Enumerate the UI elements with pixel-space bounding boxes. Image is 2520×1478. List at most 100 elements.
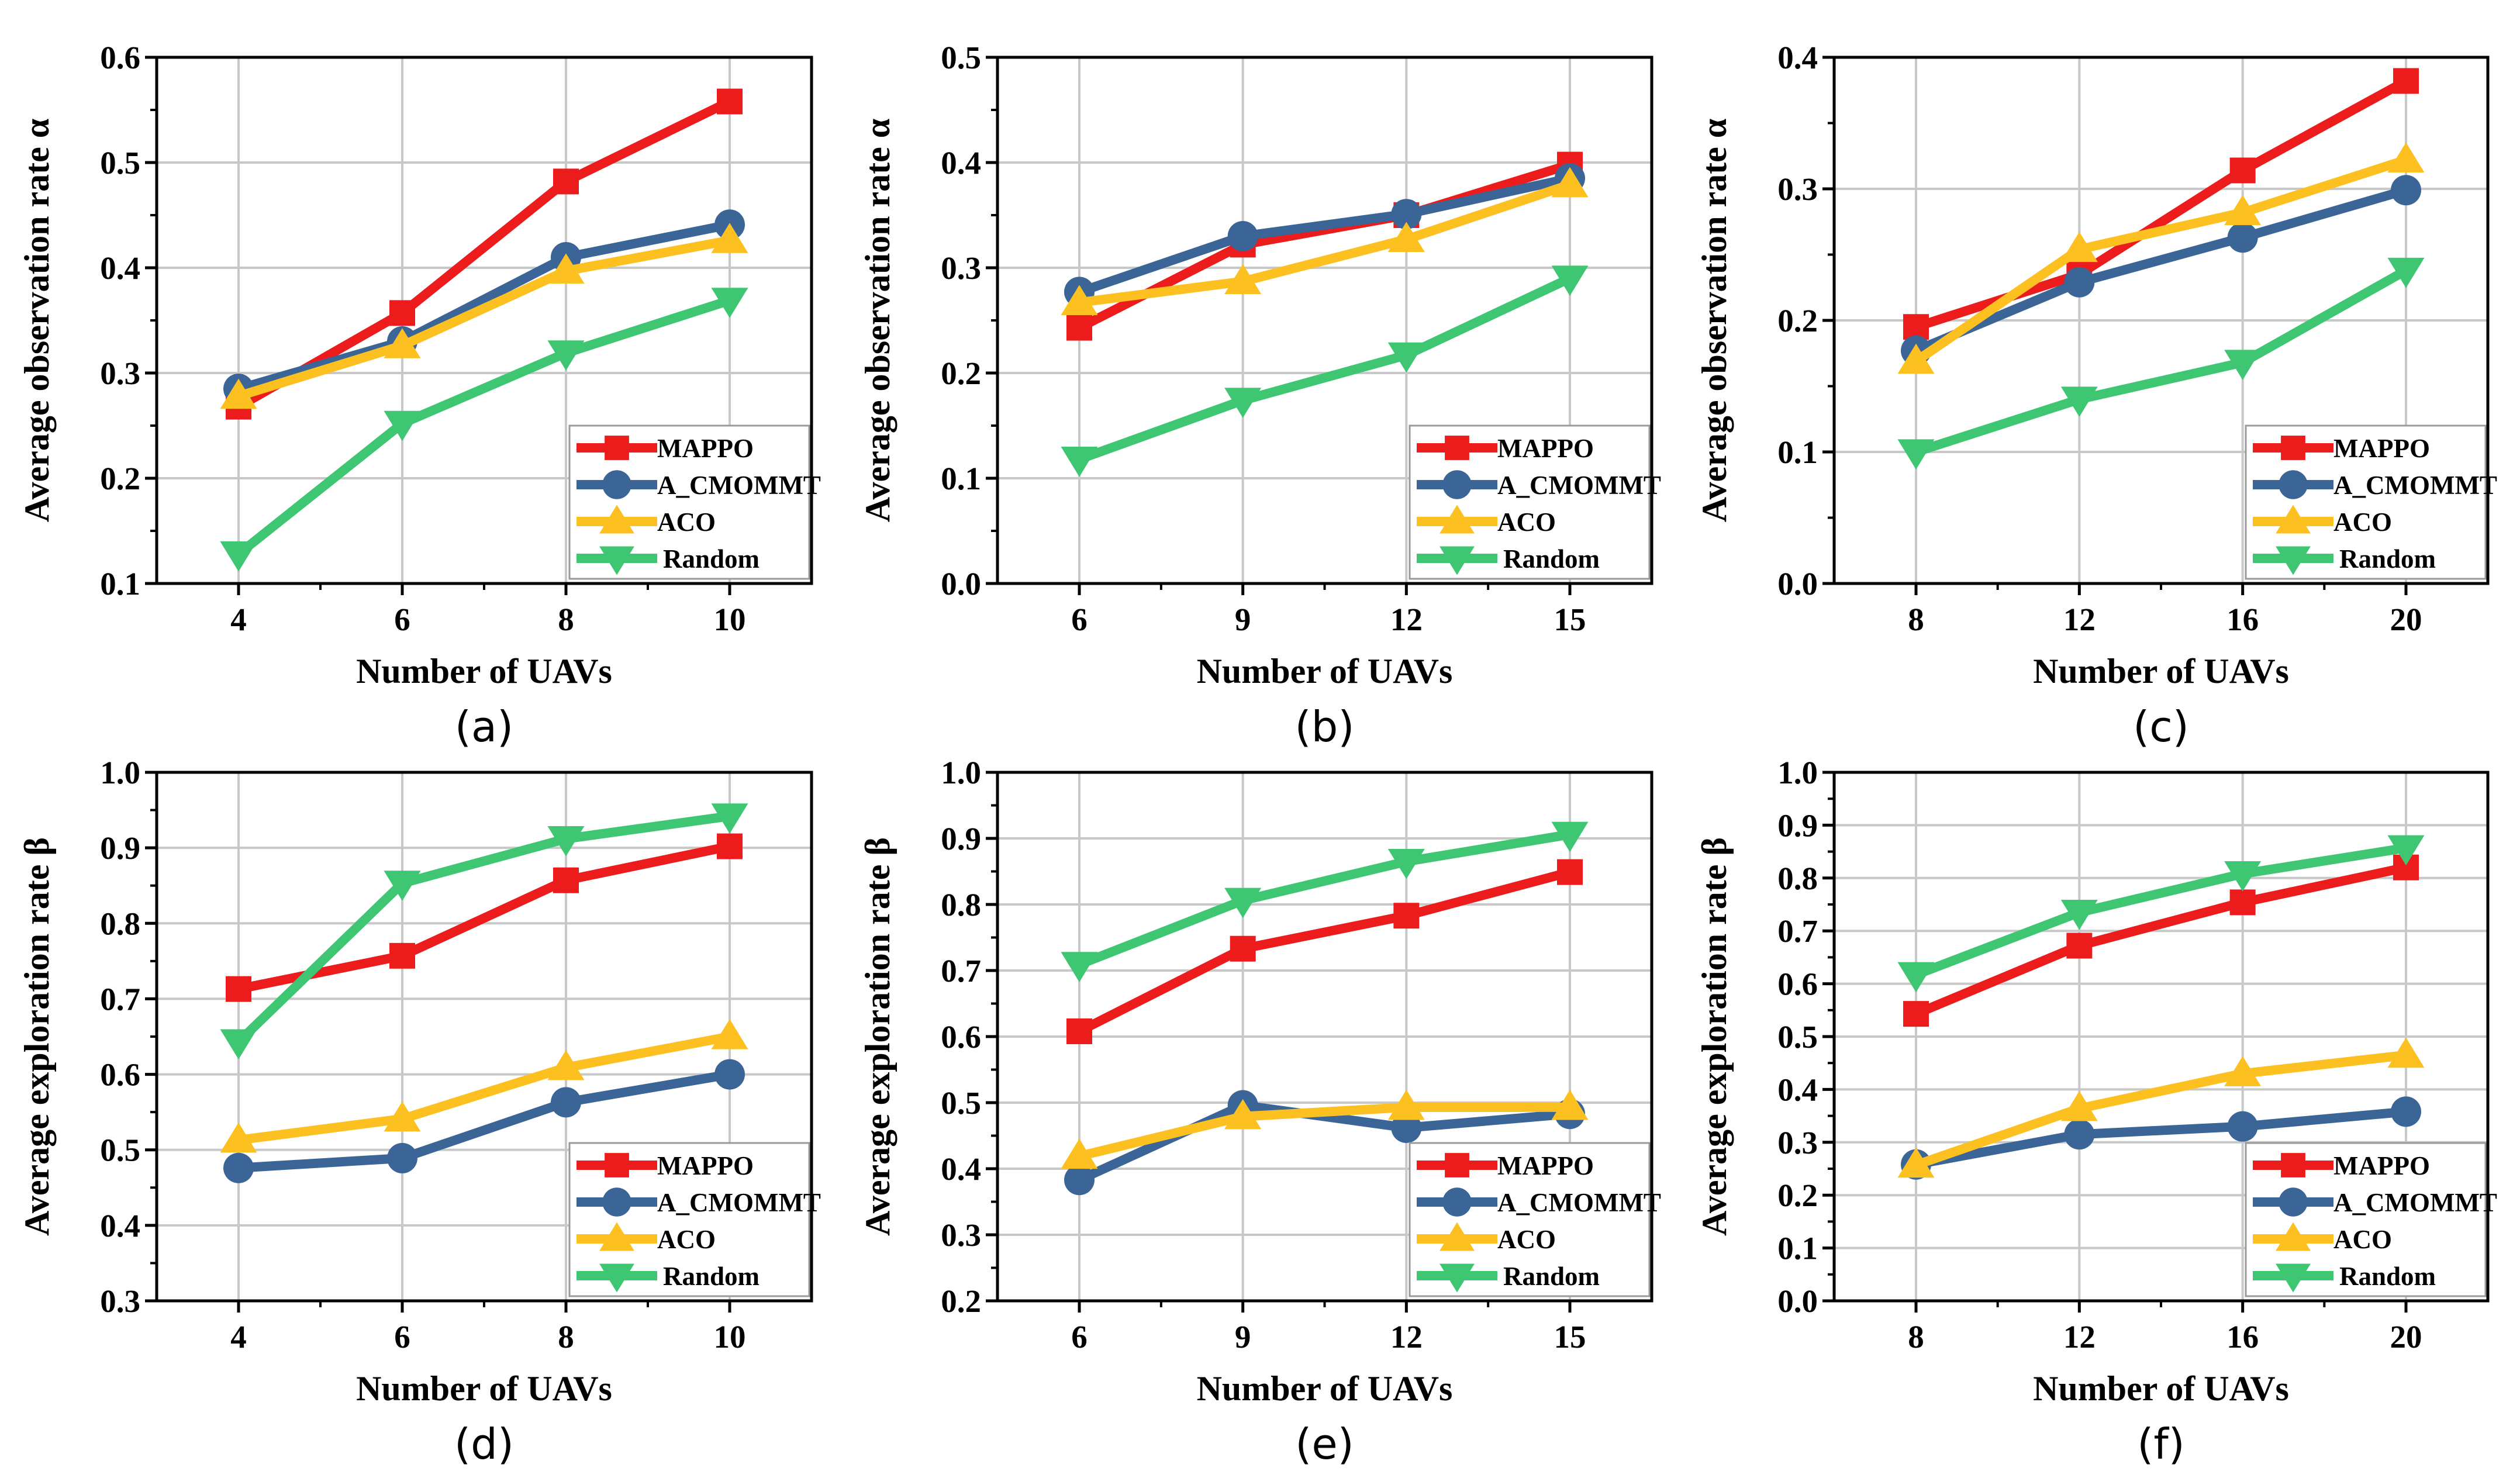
x-tick-label: 12 <box>1390 1319 1423 1355</box>
y-axis-label: Average exploration rate β <box>18 837 56 1236</box>
legend-item: A_CMOMMT <box>577 470 821 500</box>
legend-marker <box>602 1187 631 1217</box>
chart-panel-b: 0.0 0.1 0.2 0.3 0.4 0.5 6 9 12 15 Number of UAVs Av… <box>858 40 1661 751</box>
legend-label: Random <box>1503 1262 1600 1291</box>
data-point <box>2060 1090 2098 1121</box>
data-point <box>1064 1165 1095 1196</box>
data-point <box>1557 859 1583 885</box>
y-axis-label: Average observation rate α <box>1695 119 1734 523</box>
data-point <box>553 168 579 195</box>
x-tick-label: 15 <box>1554 602 1586 637</box>
y-tick-label: 1.0 <box>100 755 140 790</box>
series-line <box>236 296 731 558</box>
y-tick-label: 0.0 <box>1777 1283 1818 1319</box>
legend-marker <box>2276 505 2311 534</box>
legend-marker <box>2276 1222 2311 1251</box>
series-line <box>237 841 731 994</box>
legend-item: MAPPO <box>577 1151 754 1180</box>
series-line <box>1078 180 1572 308</box>
y-tick-label: 1.0 <box>941 755 981 790</box>
data-point <box>1391 1112 1422 1143</box>
x-axis-label: Number of UAVs <box>2033 1369 2289 1408</box>
series-aco <box>220 1019 748 1153</box>
series-line <box>237 1032 731 1145</box>
data-point <box>553 867 579 893</box>
legend-marker <box>1439 1263 1475 1293</box>
panel-label: (b) <box>1295 702 1355 751</box>
legend-item: A_CMOMMT <box>577 1187 821 1217</box>
series-random <box>1897 835 2425 993</box>
data-point <box>717 88 743 115</box>
chart-panel-a: 0.1 0.2 0.3 0.4 0.5 0.6 4 6 8 10 Number of UAVs Ave… <box>18 40 821 751</box>
series-line <box>1915 1107 2407 1169</box>
x-tick-label: 8 <box>1908 602 1924 637</box>
data-point <box>2224 861 2262 892</box>
y-tick-label: 0.7 <box>1777 913 1818 949</box>
data-point <box>2229 889 2256 916</box>
legend-item: Random <box>577 1262 760 1293</box>
y-tick-label: 0.6 <box>100 1057 140 1093</box>
legend-label: MAPPO <box>2333 434 2430 463</box>
series-line <box>236 97 732 411</box>
data-point <box>384 328 421 358</box>
legend-marker <box>599 1263 634 1293</box>
data-point <box>2387 835 2425 866</box>
data-point <box>1897 343 1935 374</box>
data-point <box>2391 175 2421 206</box>
legend-item: ACO <box>577 505 716 537</box>
x-tick-label: 6 <box>1071 1319 1088 1355</box>
data-point <box>711 1019 748 1049</box>
x-tick-label: 15 <box>1554 1319 1586 1355</box>
y-tick-label: 0.3 <box>100 355 140 391</box>
legend-label: Random <box>2339 1262 2436 1291</box>
chart-panel-c: 0.0 0.1 0.2 0.3 0.4 8 12 16 20 Number of UAVs Aver… <box>1695 40 2497 751</box>
legend-label: A_CMOMMT <box>1497 1188 1661 1217</box>
series-aco <box>220 223 748 409</box>
data-point <box>2224 350 2262 380</box>
y-tick-label: 0.5 <box>941 40 981 75</box>
x-tick-label: 16 <box>2226 1319 2259 1355</box>
y-tick-label: 0.4 <box>941 1151 981 1187</box>
legend: MAPPO A_CMOMMT ACO Random <box>1409 1142 1661 1297</box>
x-tick-label: 8 <box>558 602 574 637</box>
data-point <box>551 1087 581 1118</box>
legend-label: MAPPO <box>2333 1151 2430 1180</box>
legend-marker <box>1445 1153 1469 1177</box>
chart-panel-d: 0.3 0.4 0.5 0.6 0.7 0.8 0.9 1.0 4 6 8 10 Number of U… <box>18 755 821 1469</box>
series-line <box>1914 77 2408 331</box>
y-tick-label: 0.8 <box>1777 861 1818 896</box>
series-line <box>1077 867 1572 1036</box>
legend-item: ACO <box>1417 1222 1556 1254</box>
legend-item: A_CMOMMT <box>2253 470 2497 500</box>
legend-marker <box>2281 1153 2305 1177</box>
data-point <box>2224 1056 2262 1086</box>
data-point <box>1387 222 1425 252</box>
legend-marker <box>1439 546 1475 575</box>
series-mappo <box>1903 854 2419 1027</box>
legend-marker <box>2279 470 2308 499</box>
legend-label: ACO <box>2333 1225 2392 1254</box>
x-tick-label: 9 <box>1235 602 1251 637</box>
panel-label: (f) <box>2137 1420 2185 1469</box>
y-tick-label: 0.5 <box>100 1132 140 1168</box>
data-point <box>2224 195 2262 226</box>
legend-label: MAPPO <box>1497 1151 1594 1180</box>
data-point <box>547 826 585 857</box>
legend-item: ACO <box>1417 505 1556 537</box>
data-point <box>2227 1111 2258 1142</box>
data-point <box>387 1142 417 1173</box>
data-point <box>2060 899 2098 930</box>
x-tick-label: 10 <box>714 602 746 637</box>
x-tick-label: 12 <box>1390 602 1423 637</box>
legend-marker <box>2276 1263 2311 1293</box>
x-axis-label: Number of UAVs <box>1197 1369 1453 1408</box>
y-tick-label: 0.4 <box>1777 40 1818 75</box>
y-tick-label: 0.3 <box>100 1283 140 1319</box>
y-tick-label: 0.2 <box>941 1283 981 1319</box>
data-point <box>1551 265 1589 296</box>
x-tick-label: 6 <box>394 602 410 637</box>
data-point <box>1387 848 1425 879</box>
data-point <box>1551 821 1589 852</box>
